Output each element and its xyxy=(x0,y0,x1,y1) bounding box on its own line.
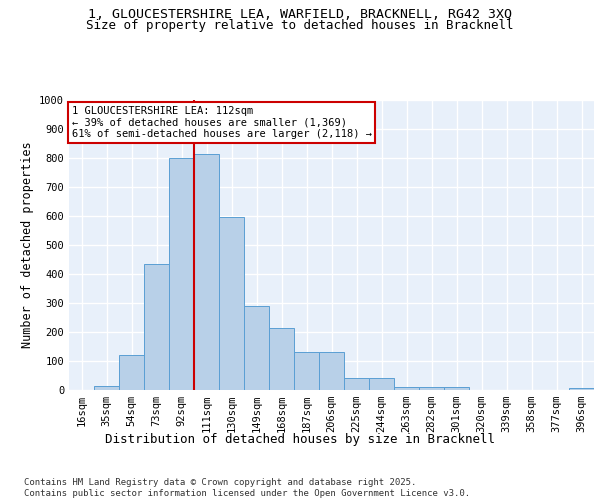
Bar xyxy=(294,352,319,390)
Bar xyxy=(94,386,119,390)
Text: Distribution of detached houses by size in Bracknell: Distribution of detached houses by size … xyxy=(105,432,495,446)
Bar xyxy=(144,264,169,390)
Text: Contains HM Land Registry data © Crown copyright and database right 2025.
Contai: Contains HM Land Registry data © Crown c… xyxy=(24,478,470,498)
Text: 1 GLOUCESTERSHIRE LEA: 112sqm
← 39% of detached houses are smaller (1,369)
61% o: 1 GLOUCESTERSHIRE LEA: 112sqm ← 39% of d… xyxy=(71,106,371,139)
Bar xyxy=(269,328,294,390)
Bar xyxy=(244,306,269,390)
Bar xyxy=(444,387,469,390)
Bar xyxy=(319,352,344,390)
Bar xyxy=(119,355,144,390)
Text: Size of property relative to detached houses in Bracknell: Size of property relative to detached ho… xyxy=(86,18,514,32)
Bar xyxy=(369,378,394,390)
Bar xyxy=(219,218,244,390)
Bar xyxy=(569,388,594,390)
Bar xyxy=(169,158,194,390)
Bar xyxy=(344,378,369,390)
Bar xyxy=(194,154,219,390)
Text: 1, GLOUCESTERSHIRE LEA, WARFIELD, BRACKNELL, RG42 3XQ: 1, GLOUCESTERSHIRE LEA, WARFIELD, BRACKN… xyxy=(88,8,512,20)
Y-axis label: Number of detached properties: Number of detached properties xyxy=(20,142,34,348)
Bar xyxy=(419,386,444,390)
Bar xyxy=(394,386,419,390)
